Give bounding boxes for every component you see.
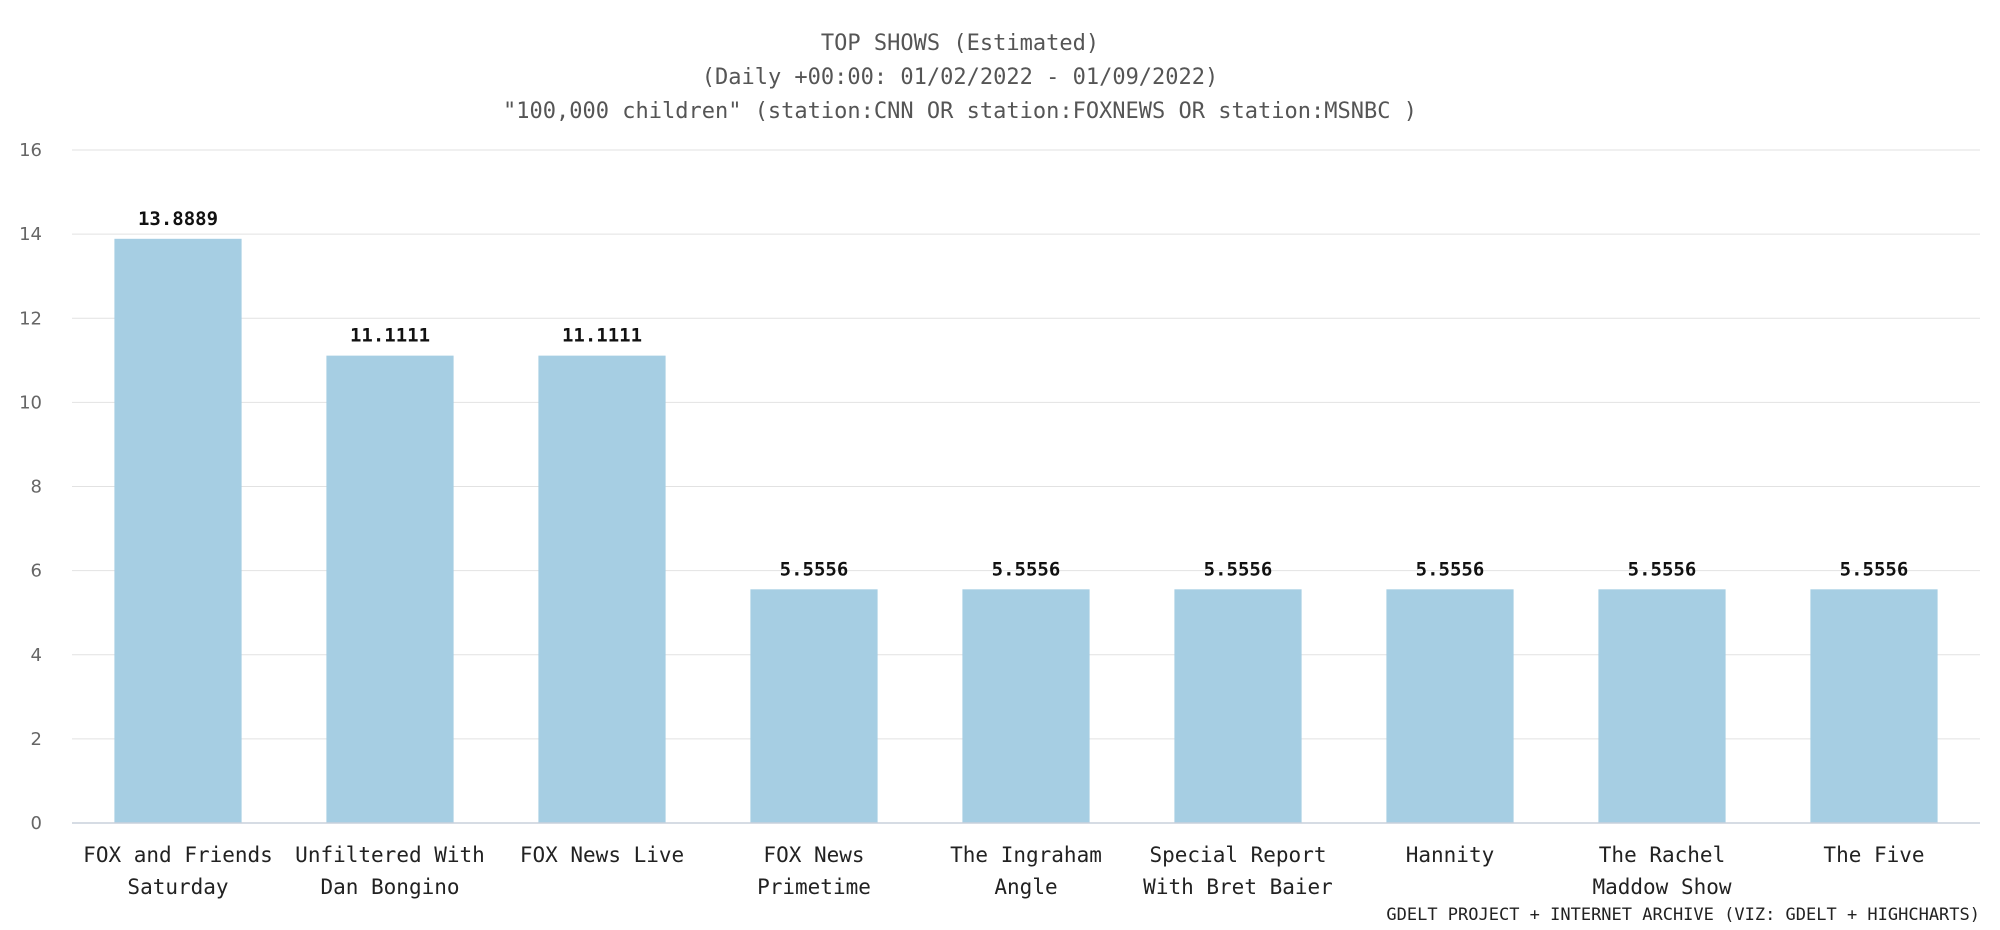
bar-6[interactable]	[1386, 589, 1514, 823]
bar-3[interactable]	[750, 589, 878, 823]
y-tick-label: 2	[31, 729, 42, 750]
data-label-2: 11.1111	[562, 325, 642, 347]
bar-0[interactable]	[114, 238, 242, 823]
data-label-3: 5.5556	[780, 558, 849, 580]
x-tick-label-6: Hannity	[1406, 843, 1495, 867]
y-tick-label: 6	[31, 561, 42, 582]
x-tick-label-3: FOX News Primetime	[757, 843, 871, 899]
bar-1[interactable]	[326, 355, 454, 823]
chart-title-line-1: TOP SHOWS (Estimated)	[821, 31, 1099, 56]
x-tick-label-2: FOX News Live	[520, 843, 684, 867]
chart-title-line-2: (Daily +00:00: 01/02/2022 - 01/09/2022)	[702, 65, 1219, 90]
x-tick-label-4: The Ingraham Angle	[950, 843, 1102, 899]
bar-8[interactable]	[1810, 589, 1938, 823]
y-tick-label: 12	[19, 308, 42, 329]
data-label-8: 5.5556	[1840, 558, 1909, 580]
y-tick-label: 14	[19, 224, 42, 245]
chart-title: TOP SHOWS (Estimated) (Daily +00:00: 01/…	[503, 31, 1417, 124]
data-label-7: 5.5556	[1628, 558, 1697, 580]
bar-2[interactable]	[538, 355, 666, 823]
x-tick-label-7: The Rachel Maddow Show	[1592, 843, 1731, 899]
credit-text: GDELT PROJECT + INTERNET ARCHIVE (VIZ: G…	[1386, 905, 1980, 925]
x-axis-ticks: FOX and Friends Saturday Unfiltered With Da…	[83, 843, 1924, 899]
data-label-5: 5.5556	[1204, 558, 1273, 580]
chart-title-line-3: "100,000 children" (station:CNN OR stati…	[503, 99, 1417, 124]
data-label-1: 11.1111	[350, 325, 430, 347]
bar-4[interactable]	[962, 589, 1090, 823]
y-tick-label: 8	[31, 477, 42, 498]
y-tick-label: 4	[31, 645, 42, 666]
x-tick-label-0: FOX and Friends Saturday	[83, 843, 273, 899]
bar-5[interactable]	[1174, 589, 1302, 823]
y-tick-label: 0	[31, 813, 42, 834]
x-tick-label-1: Unfiltered With Dan Bongino	[295, 843, 485, 899]
data-labels: 13.8889 11.1111 11.1111 5.5556 5.5556 5.5556 5…	[138, 208, 1908, 581]
bar-7[interactable]	[1598, 589, 1726, 823]
x-tick-label-8: The Five	[1823, 843, 1924, 867]
bars	[114, 238, 1938, 823]
y-axis-ticks: 0 2 4 6 8 10 12 14 16	[19, 140, 42, 834]
data-label-4: 5.5556	[992, 558, 1061, 580]
data-label-0: 13.8889	[138, 208, 218, 230]
data-label-6: 5.5556	[1416, 558, 1485, 580]
y-tick-label: 16	[19, 140, 42, 161]
y-tick-label: 10	[19, 392, 42, 413]
x-tick-label-5: Special Report With Bret Baier	[1143, 843, 1333, 899]
